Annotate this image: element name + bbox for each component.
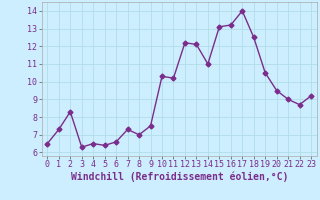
X-axis label: Windchill (Refroidissement éolien,°C): Windchill (Refroidissement éolien,°C) xyxy=(70,172,288,182)
